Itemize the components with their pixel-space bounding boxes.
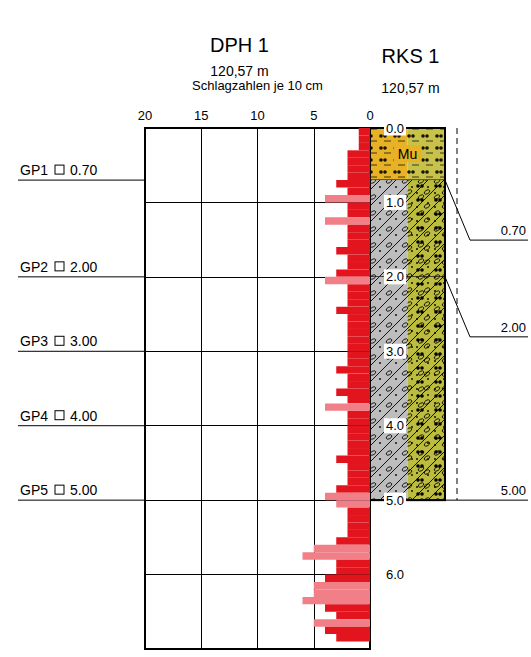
svg-text:5.0: 5.0	[386, 493, 404, 508]
svg-text:1.0: 1.0	[386, 195, 404, 210]
svg-text:5.00: 5.00	[501, 483, 526, 498]
svg-text:3.00: 3.00	[70, 333, 97, 349]
svg-text:6.0: 6.0	[386, 567, 404, 582]
svg-text:0.0: 0.0	[386, 121, 404, 136]
svg-text:120,57 m: 120,57 m	[381, 80, 439, 96]
svg-text:4.00: 4.00	[70, 408, 97, 424]
svg-text:10: 10	[250, 108, 264, 123]
svg-text:GP3: GP3	[20, 333, 48, 349]
svg-text:120,57 m: 120,57 m	[210, 63, 268, 79]
svg-text:0.70: 0.70	[70, 162, 97, 178]
svg-text:GP2: GP2	[20, 259, 48, 275]
svg-text:15: 15	[194, 108, 208, 123]
svg-text:RKS 1: RKS 1	[382, 45, 440, 67]
svg-text:0.70: 0.70	[501, 223, 526, 238]
svg-text:4.0: 4.0	[386, 418, 404, 433]
svg-text:5: 5	[310, 108, 317, 123]
svg-text:Schlagzahlen je 10 cm: Schlagzahlen je 10 cm	[192, 78, 323, 93]
svg-text:2.00: 2.00	[70, 259, 97, 275]
svg-text:3.0: 3.0	[386, 344, 404, 359]
svg-text:0: 0	[366, 108, 373, 123]
svg-text:GP5: GP5	[20, 482, 48, 498]
svg-text:GP1: GP1	[20, 162, 48, 178]
svg-text:GP4: GP4	[20, 408, 48, 424]
svg-text:2.00: 2.00	[501, 320, 526, 335]
svg-text:DPH 1: DPH 1	[210, 34, 269, 56]
svg-text:Mu: Mu	[398, 146, 417, 162]
svg-text:5.00: 5.00	[70, 482, 97, 498]
svg-text:20: 20	[138, 108, 152, 123]
svg-text:2.0: 2.0	[386, 269, 404, 284]
